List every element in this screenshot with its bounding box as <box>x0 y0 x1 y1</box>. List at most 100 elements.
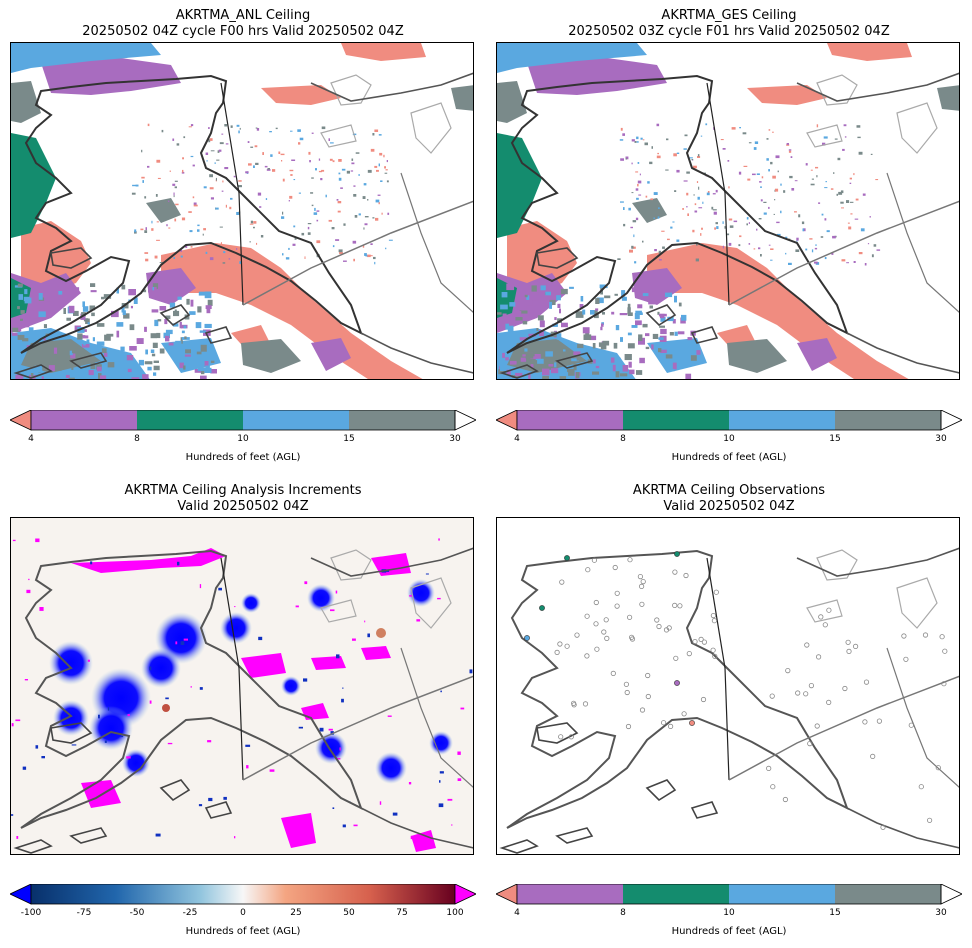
ceiling-speckle <box>785 252 787 255</box>
ceiling-speckle <box>134 229 137 233</box>
station-marker <box>591 557 598 563</box>
colorbar-tick-label: 8 <box>620 434 626 444</box>
ceiling-speckle <box>249 223 254 225</box>
ceiling-speckle <box>716 226 719 229</box>
ceiling-speckle <box>184 336 187 340</box>
ceiling-speckle <box>615 357 621 363</box>
ceiling-speckle <box>620 201 624 203</box>
ceiling-speckle <box>250 220 253 224</box>
ceiling-speckle <box>204 343 209 346</box>
ceiling-speckle <box>700 135 703 137</box>
ceiling-speckle <box>766 158 768 161</box>
ceiling-speckle <box>281 216 285 219</box>
ceiling-speckle <box>786 144 790 146</box>
increment-speckle <box>155 833 161 837</box>
ceiling-speckle <box>637 292 643 298</box>
ceiling-speckle <box>141 149 143 153</box>
ceiling-speckle <box>104 352 109 357</box>
colorbar-segment <box>623 884 729 904</box>
station-marker <box>692 639 698 645</box>
ceiling-speckle <box>768 206 770 209</box>
ceiling-speckle <box>290 130 293 132</box>
ceiling-speckle <box>379 152 383 156</box>
ceiling-speckle <box>218 149 222 152</box>
ceiling-speckle <box>594 313 599 319</box>
station-marker <box>711 618 717 624</box>
colorbar-tick-label: 10 <box>237 434 249 444</box>
ceiling-speckle <box>46 297 53 302</box>
ceiling-speckle <box>628 207 631 211</box>
ceiling-speckle <box>148 289 152 293</box>
ceiling-speckle <box>559 376 567 379</box>
ceiling-speckle <box>77 333 83 340</box>
ceiling-speckle <box>181 217 186 221</box>
ceiling-speckle <box>316 210 320 212</box>
ceiling-speckle <box>384 166 386 169</box>
ceiling-speckle <box>210 150 215 152</box>
station-marker <box>852 643 859 649</box>
map-increments <box>10 517 474 855</box>
ceiling-speckle <box>173 192 175 196</box>
ceiling-speckle <box>739 127 741 129</box>
ceiling-speckle <box>634 313 640 320</box>
ceiling-speckle <box>380 180 383 182</box>
ceiling-speckle <box>669 332 674 336</box>
ceiling-speckle <box>642 323 648 328</box>
increment-speckle <box>306 814 308 819</box>
ceiling-speckle <box>794 180 798 182</box>
ceiling-speckle <box>36 351 45 356</box>
ceiling-speckle <box>131 377 140 379</box>
ceiling-speckle <box>256 242 258 245</box>
island-outline <box>69 352 108 369</box>
ceiling-speckle <box>506 369 511 376</box>
ceiling-speckle <box>135 184 139 187</box>
ceiling-speckle <box>615 325 620 331</box>
ceiling-speckle <box>873 244 877 247</box>
ceiling-speckle <box>818 202 821 204</box>
station-marker <box>822 622 828 628</box>
station-marker <box>681 711 687 717</box>
colorbar-tick-label: -75 <box>76 908 92 918</box>
ceiling-speckle <box>615 371 620 378</box>
ceiling-speckle <box>374 261 376 265</box>
ceiling-speckle <box>753 147 757 150</box>
station-marker <box>558 734 564 740</box>
ceiling-speckle <box>748 243 751 245</box>
ceiling-speckle <box>253 221 257 224</box>
station-marker <box>574 632 580 638</box>
island-outline <box>499 839 539 854</box>
ceiling-speckle <box>253 226 255 229</box>
ceiling-speckle <box>642 293 649 297</box>
ceiling-region-15-30 <box>497 81 527 123</box>
colorbar-label: Hundreds of feet (AGL) <box>185 452 301 463</box>
ceiling-region-15-30 <box>241 339 301 373</box>
increment-blob-negative <box>307 584 335 612</box>
ceiling-speckle <box>190 340 196 344</box>
ceiling-speckle <box>759 181 762 183</box>
ceiling-speckle <box>307 223 312 225</box>
ceiling-speckle <box>768 244 771 246</box>
ceiling-speckle <box>549 301 552 309</box>
ceiling-speckle <box>230 197 233 200</box>
ceiling-speckle <box>515 372 523 376</box>
ceiling-speckle <box>188 211 192 213</box>
ceiling-speckle <box>65 374 70 378</box>
ceiling-speckle <box>91 312 95 317</box>
ceiling-region-10-15 <box>497 43 647 73</box>
ceiling-speckle <box>856 125 861 128</box>
ceiling-speckle <box>367 254 371 258</box>
ceiling-speckle <box>88 370 94 376</box>
ceiling-speckle <box>742 132 747 135</box>
ceiling-speckle <box>377 194 381 196</box>
ceiling-speckle <box>315 168 317 171</box>
ceiling-speckle <box>278 151 281 154</box>
ceiling-speckle <box>147 123 150 127</box>
increment-speckle <box>438 803 444 808</box>
ceiling-speckle <box>694 203 697 206</box>
increment-blob-negative <box>49 641 93 685</box>
increment-speckle <box>245 744 251 747</box>
ceiling-speckle <box>686 171 690 174</box>
ceiling-speckle <box>293 179 296 181</box>
ceiling-speckle <box>814 247 818 250</box>
ceiling-speckle <box>144 230 148 233</box>
